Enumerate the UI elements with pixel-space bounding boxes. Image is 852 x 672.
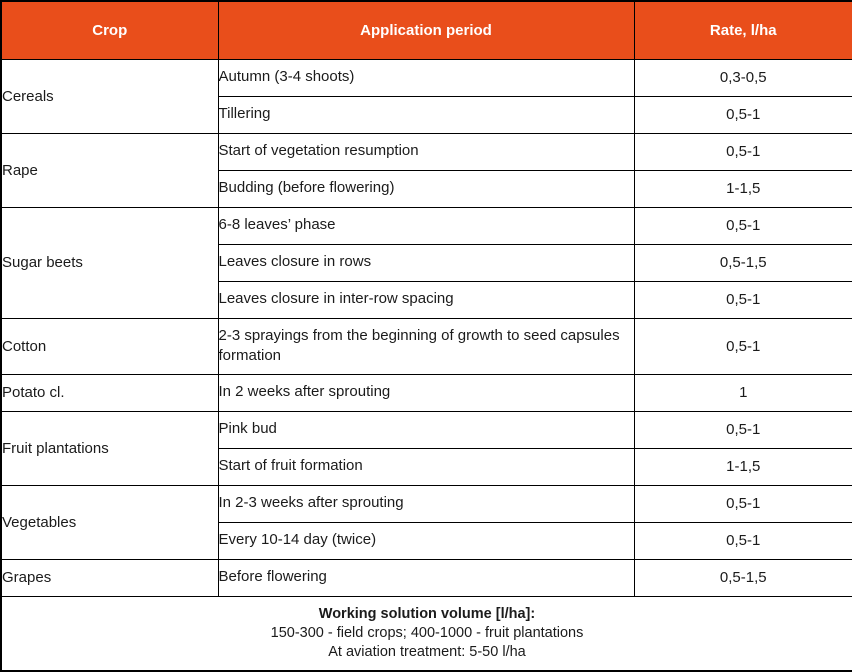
crop-cell-grapes: Grapes bbox=[0, 558, 219, 597]
table-row: Vegetables In 2-3 weeks after sprouting … bbox=[0, 484, 852, 560]
working-solution-title: Working solution volume [l/ha]: bbox=[318, 605, 536, 622]
rate-cell: 1-1,5 bbox=[633, 447, 852, 486]
table-header: Crop Application period Rate, l/ha bbox=[0, 0, 852, 60]
rate-cell: 0,5-1 bbox=[633, 410, 852, 449]
period-cell: Leaves closure in inter-row spacing bbox=[217, 280, 635, 319]
table-row: Every 10-14 day (twice) 0,5-1 bbox=[1, 521, 852, 560]
table-body: Cereals Autumn (3-4 shoots) 0,3-0,5 Till… bbox=[0, 58, 852, 672]
working-solution-line2: At aviation treatment: 5-50 l/ha bbox=[328, 643, 526, 660]
crop-cell-sugar-beets: Sugar beets bbox=[0, 206, 219, 319]
period-cell: Start of vegetation resumption bbox=[217, 132, 635, 171]
period-cell: Every 10-14 day (twice) bbox=[217, 521, 635, 560]
table-row: Grapes Before flowering 0,5-1,5 bbox=[0, 558, 852, 597]
period-cell: In 2-3 weeks after sprouting bbox=[217, 484, 635, 523]
table-row: Fruit plantations Pink bud 0,5-1 bbox=[0, 410, 852, 486]
crop-cell-vegetables: Vegetables bbox=[0, 484, 219, 560]
table-row: Start of fruit formation 1-1,5 bbox=[1, 447, 852, 486]
table-row: Potato cl. In 2 weeks after sprouting 1 bbox=[0, 373, 852, 412]
crop-cell-potato: Potato cl. bbox=[0, 373, 219, 412]
period-cell: Tillering bbox=[217, 95, 635, 134]
rate-cell: 0,5-1 bbox=[633, 521, 852, 560]
col-header-rate: Rate, l/ha bbox=[633, 0, 852, 60]
rate-cell: 0,5-1 bbox=[633, 317, 852, 375]
period-cell: In 2 weeks after sprouting bbox=[217, 373, 635, 412]
crop-cell-fruit-plantations: Fruit plantations bbox=[0, 410, 219, 486]
col-header-crop: Crop bbox=[0, 0, 219, 60]
rate-cell: 0,5-1,5 bbox=[633, 243, 852, 282]
rate-cell: 0,5-1 bbox=[633, 95, 852, 134]
rate-cell: 1 bbox=[633, 373, 852, 412]
footer-row: Working solution volume [l/ha]: 150-300 … bbox=[0, 595, 852, 672]
period-cell: Before flowering bbox=[217, 558, 635, 597]
col-header-application-period: Application period bbox=[217, 0, 635, 60]
rate-cell: 0,3-0,5 bbox=[633, 58, 852, 97]
table-row: Leaves closure in rows 0,5-1,5 bbox=[1, 243, 852, 282]
rate-cell: 0,5-1 bbox=[633, 132, 852, 171]
crop-cell-rape: Rape bbox=[0, 132, 219, 208]
table-row: Tillering 0,5-1 bbox=[1, 95, 852, 134]
period-cell: Pink bud bbox=[217, 410, 635, 449]
table-row: Leaves closure in inter-row spacing 0,5-… bbox=[1, 280, 852, 319]
table-row: Cotton 2-3 sprayings from the beginning … bbox=[0, 317, 852, 375]
period-cell: Leaves closure in rows bbox=[217, 243, 635, 282]
header-row: Crop Application period Rate, l/ha bbox=[0, 0, 852, 60]
period-cell: 2-3 sprayings from the beginning of grow… bbox=[217, 317, 635, 375]
period-cell: Start of fruit formation bbox=[217, 447, 635, 486]
rate-cell: 0,5-1 bbox=[633, 206, 852, 245]
table-row: Cereals Autumn (3-4 shoots) 0,3-0,5 bbox=[0, 58, 852, 134]
period-cell: Budding (before flowering) bbox=[217, 169, 635, 208]
rate-cell: 0,5-1 bbox=[633, 280, 852, 319]
table-row: Rape Start of vegetation resumption 0,5-… bbox=[0, 132, 852, 208]
crop-cell-cereals: Cereals bbox=[0, 58, 219, 134]
crop-cell-cotton: Cotton bbox=[0, 317, 219, 375]
rate-cell: 1-1,5 bbox=[633, 169, 852, 208]
rate-cell: 0,5-1,5 bbox=[633, 558, 852, 597]
working-solution-note: Working solution volume [l/ha]: 150-300 … bbox=[0, 595, 852, 672]
period-cell: 6-8 leaves’ phase bbox=[217, 206, 635, 245]
working-solution-line1: 150-300 - field crops; 400-1000 - fruit … bbox=[270, 624, 584, 641]
table-row: Sugar beets 6-8 leaves’ phase 0,5-1 bbox=[0, 206, 852, 319]
rate-cell: 0,5-1 bbox=[633, 484, 852, 523]
period-cell: Autumn (3-4 shoots) bbox=[217, 58, 635, 97]
